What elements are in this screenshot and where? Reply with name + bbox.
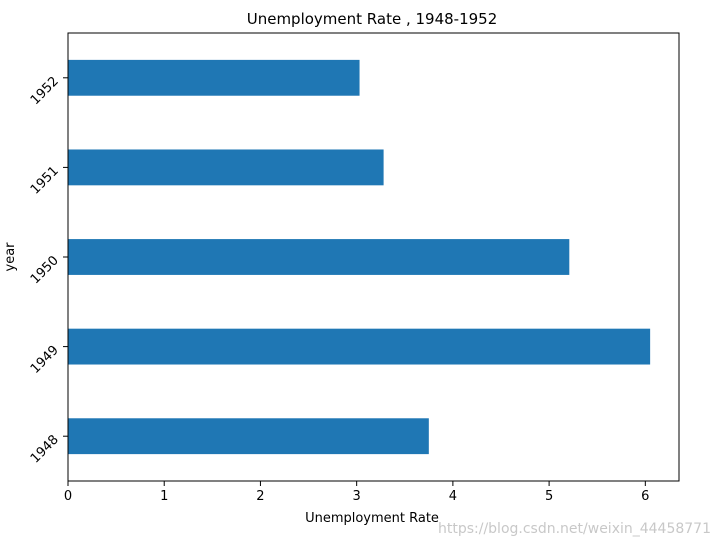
bar-1948 — [68, 418, 429, 455]
y-tick-label-1952: 1952 — [28, 74, 62, 108]
y-axis-label: year — [3, 242, 18, 272]
bar-1952 — [68, 59, 360, 96]
y-tick-label-1949: 1949 — [28, 343, 62, 377]
x-tick-label: 6 — [641, 489, 649, 504]
y-axis-ticks: 1948 1949 1950 1951 1952 — [28, 74, 68, 466]
bar-1951 — [68, 149, 384, 186]
bars-group — [68, 59, 651, 455]
y-tick-label-1950: 1950 — [28, 253, 62, 287]
y-tick-label-1948: 1948 — [28, 432, 62, 466]
x-tick-label: 2 — [256, 489, 264, 504]
x-tick-label: 4 — [449, 489, 457, 504]
x-axis-ticks: 0 1 2 3 4 5 6 — [64, 481, 649, 504]
watermark: https://blog.csdn.net/weixin_44458771 — [437, 521, 711, 537]
x-tick-label: 5 — [545, 489, 553, 504]
x-tick-label: 1 — [160, 489, 168, 504]
chart-title: Unemployment Rate , 1948-1952 — [247, 10, 498, 28]
x-tick-label: 3 — [353, 489, 361, 504]
x-tick-label: 0 — [64, 489, 72, 504]
y-tick-label-1951: 1951 — [28, 164, 62, 198]
bar-1950 — [68, 239, 570, 275]
x-axis-label: Unemployment Rate — [305, 511, 439, 526]
bar-1949 — [68, 328, 651, 365]
